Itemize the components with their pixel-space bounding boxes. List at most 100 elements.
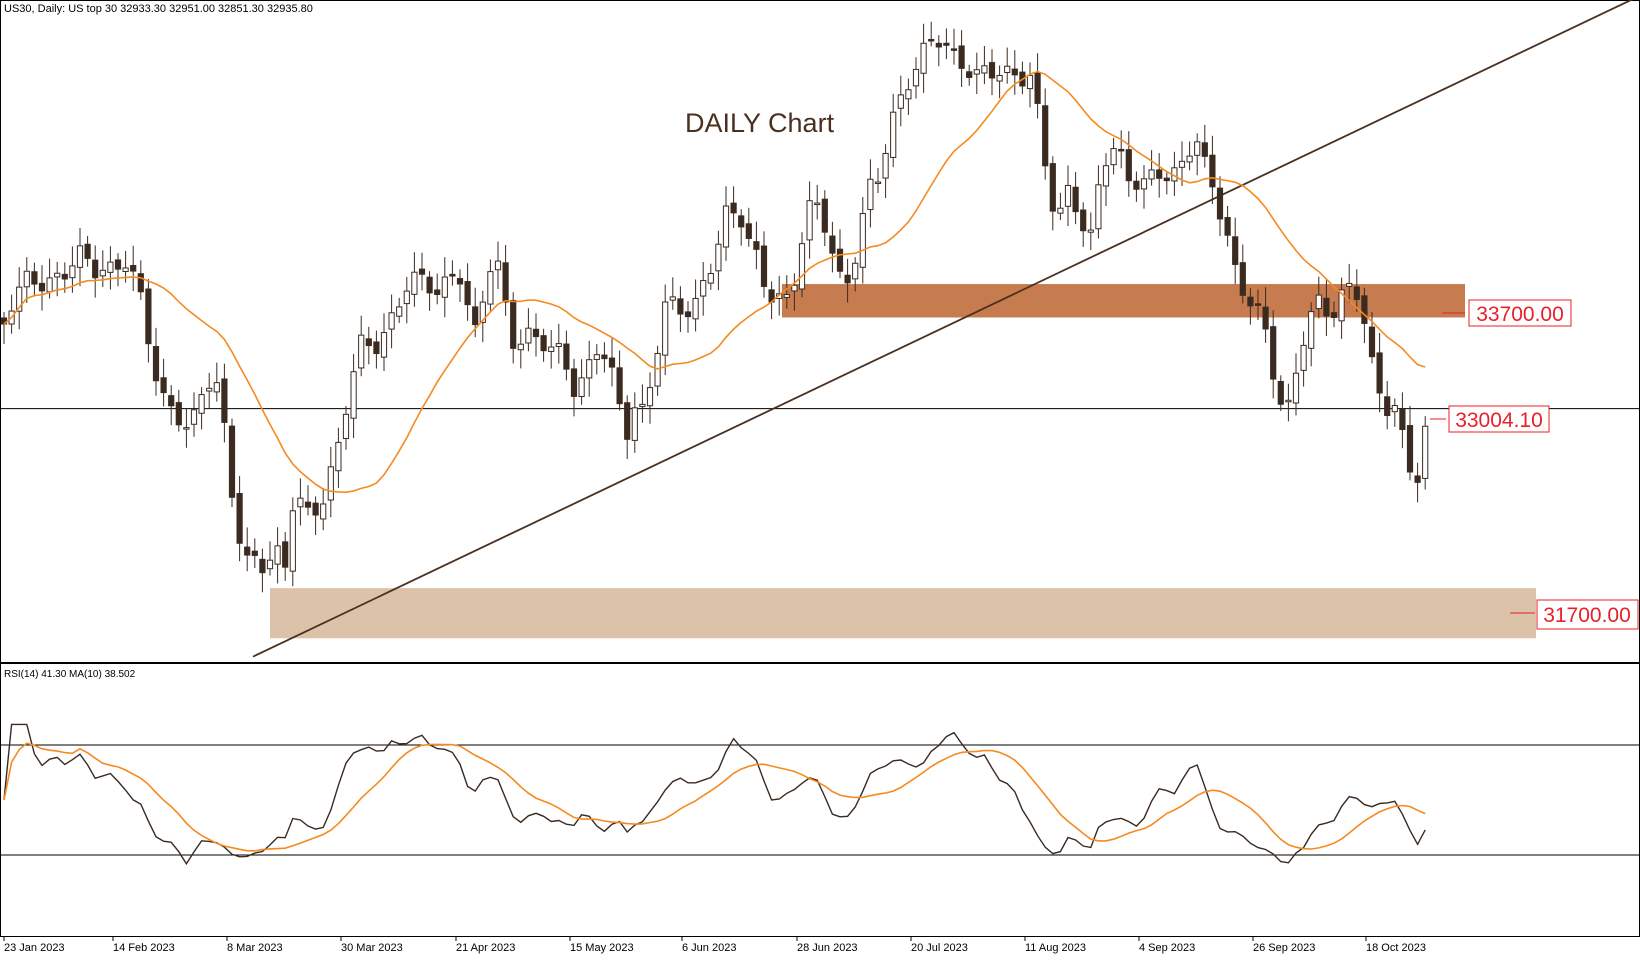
candle [304, 501, 312, 508]
candle [1034, 72, 1041, 104]
candle [1095, 184, 1102, 230]
candle [380, 332, 388, 358]
candle [1216, 187, 1224, 220]
support-price-label: 31700.00 [1543, 604, 1631, 627]
x-tick-label: 20 Jul 2023 [911, 942, 968, 954]
candle [814, 202, 821, 206]
candle [639, 403, 646, 408]
candle [1064, 184, 1072, 207]
candle [403, 290, 410, 305]
current-price-label: 33004.10 [1455, 409, 1543, 432]
candle [418, 268, 426, 275]
candle [1110, 148, 1117, 166]
candle [1323, 297, 1330, 317]
candle [1262, 306, 1269, 330]
candle [23, 270, 30, 288]
candle [1011, 68, 1018, 76]
candle [867, 178, 874, 211]
candle [61, 273, 68, 280]
candle [608, 357, 616, 368]
moving-average-line [3, 70, 1426, 494]
candle [472, 306, 479, 326]
candle [494, 260, 502, 271]
candle [76, 245, 84, 268]
candle [646, 387, 654, 407]
candle [669, 296, 676, 301]
candle [1125, 149, 1132, 182]
candle [46, 277, 53, 293]
x-tick-label: 11 Aug 2023 [1025, 942, 1086, 954]
candle [753, 241, 760, 250]
candle [540, 335, 547, 352]
x-tick-label: 6 Jun 2023 [682, 942, 736, 954]
candle [411, 271, 418, 295]
candle [502, 262, 509, 303]
candle [335, 441, 342, 472]
candle [555, 343, 562, 347]
candle [99, 269, 106, 277]
candle [168, 395, 175, 407]
candle [1057, 207, 1064, 214]
candle [806, 200, 813, 241]
candle [251, 550, 258, 556]
candle [707, 272, 714, 284]
candle [183, 427, 190, 430]
candle [434, 289, 441, 295]
candle [342, 413, 350, 440]
candle [426, 276, 433, 294]
candle [175, 402, 182, 426]
candle [1406, 425, 1414, 473]
candle [548, 346, 555, 352]
candle [730, 202, 737, 214]
candle [1163, 177, 1170, 182]
candle [327, 466, 334, 501]
candle [312, 502, 319, 516]
candle [1270, 326, 1277, 380]
candle [616, 367, 623, 405]
candle [1201, 142, 1208, 157]
candle [525, 327, 532, 344]
candle [456, 278, 464, 285]
candle [244, 546, 251, 556]
candle [563, 343, 570, 370]
candle [996, 74, 1003, 82]
candle [1194, 141, 1201, 156]
candle [684, 311, 692, 318]
current-price-box [1448, 405, 1550, 433]
candle [1186, 155, 1193, 163]
candle [274, 545, 281, 565]
candle [114, 259, 122, 270]
candle [532, 328, 540, 338]
candle [38, 282, 46, 292]
candle [950, 48, 958, 51]
candle [631, 407, 638, 441]
candle [897, 94, 904, 109]
candle [84, 243, 91, 259]
candle [350, 371, 357, 419]
candle [859, 213, 866, 268]
candle [1346, 282, 1353, 287]
candle [1315, 294, 1322, 310]
candle [593, 354, 600, 360]
candle [1254, 303, 1262, 306]
candle [487, 271, 494, 305]
candle [890, 111, 897, 158]
x-tick-label: 21 Apr 2023 [456, 942, 515, 954]
candle [510, 299, 517, 349]
candle [145, 288, 152, 345]
candle [464, 281, 471, 306]
candle [677, 298, 684, 315]
candle [920, 42, 927, 74]
trendline [252, 0, 1634, 658]
candle [1209, 154, 1216, 188]
candle [259, 558, 266, 574]
x-tick-label: 8 Mar 2023 [227, 942, 283, 954]
candle [297, 497, 304, 508]
candle [190, 409, 198, 425]
candle [1285, 399, 1292, 403]
candle [396, 306, 403, 317]
candle [137, 273, 144, 293]
candle [1368, 326, 1376, 358]
candle [1140, 178, 1148, 190]
